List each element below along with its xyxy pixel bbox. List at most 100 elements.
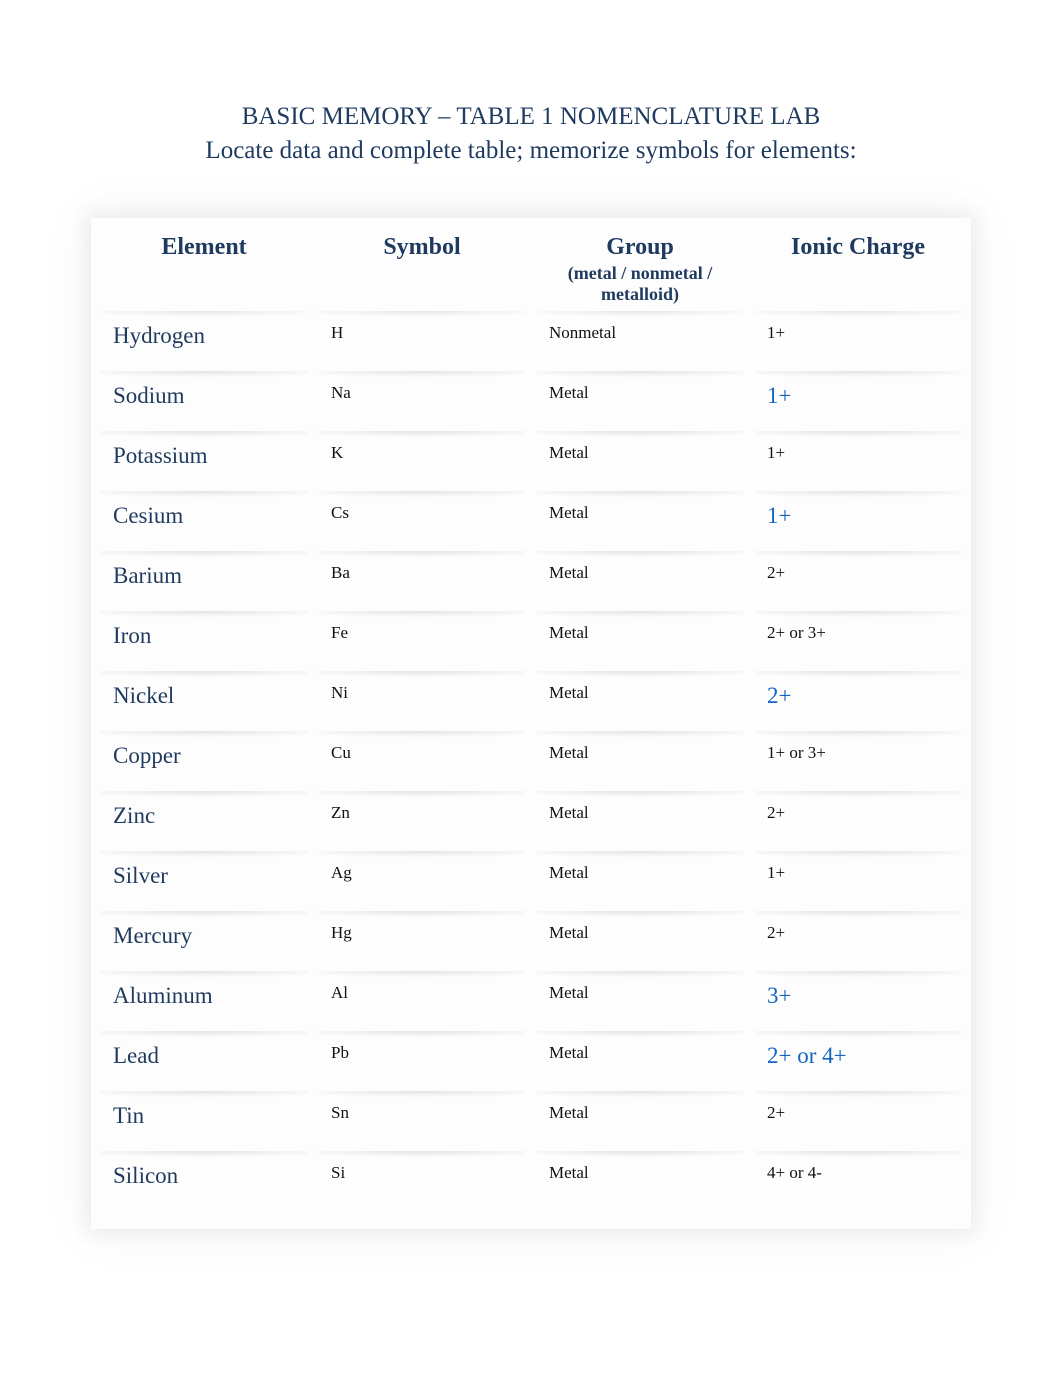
cell-charge: 2+ bbox=[749, 1091, 967, 1147]
element-charge: 4+ or 4- bbox=[767, 1163, 822, 1182]
cell-group: Metal bbox=[531, 851, 749, 907]
cell-charge: 4+ or 4- bbox=[749, 1151, 967, 1207]
cell-charge: 1+ bbox=[749, 371, 967, 431]
element-charge: 2+ or 3+ bbox=[767, 623, 826, 642]
element-symbol: Ba bbox=[331, 563, 350, 582]
element-name: Cesium bbox=[113, 503, 183, 528]
cell-charge: 3+ bbox=[749, 971, 967, 1031]
element-symbol: Ag bbox=[331, 863, 352, 882]
element-charge: 2+ bbox=[767, 803, 785, 822]
table-row: Silver Ag Metal1+ bbox=[95, 851, 967, 911]
cell-element: Aluminum bbox=[95, 971, 313, 1031]
cell-symbol: Ag bbox=[313, 851, 531, 907]
cell-charge: 2+ bbox=[749, 911, 967, 967]
cell-charge: 2+ or 3+ bbox=[749, 611, 967, 667]
table-row: Iron Fe Metal 2+ or 3+ bbox=[95, 611, 967, 671]
cell-charge: 1+ bbox=[749, 311, 967, 367]
cell-element: Silicon bbox=[95, 1151, 313, 1211]
cell-symbol: Pb bbox=[313, 1031, 531, 1087]
element-symbol: Ni bbox=[331, 683, 348, 702]
col-header-label: Element bbox=[161, 234, 246, 260]
element-name: Tin bbox=[113, 1103, 144, 1128]
col-header-group: Group (metal / nonmetal / metalloid) bbox=[531, 226, 749, 311]
element-charge-link[interactable]: 3+ bbox=[767, 983, 791, 1008]
cell-element: Barium bbox=[95, 551, 313, 611]
cell-group: Metal bbox=[531, 791, 749, 847]
table-row: LeadPbMetal2+ or 4+ bbox=[95, 1031, 967, 1091]
col-header-label: Ionic Charge bbox=[791, 234, 925, 260]
element-name: Silver bbox=[113, 863, 168, 888]
table-row: CopperCuMetal1+ or 3+ bbox=[95, 731, 967, 791]
element-group: Metal bbox=[549, 1163, 589, 1182]
table-row: ZincZnMetal2+ bbox=[95, 791, 967, 851]
element-charge-link[interactable]: 1+ bbox=[767, 503, 791, 528]
cell-charge: 2+ bbox=[749, 551, 967, 607]
cell-symbol: Sn bbox=[313, 1091, 531, 1147]
page: BASIC MEMORY – TABLE 1 NOMENCLATURE LAB … bbox=[0, 0, 1062, 1349]
element-charge-link[interactable]: 2+ bbox=[767, 683, 791, 708]
elements-table-container: Element Symbol Group (metal / nonmetal /… bbox=[91, 218, 971, 1229]
element-name: Hydrogen bbox=[113, 323, 205, 348]
cell-symbol: Ni bbox=[313, 671, 531, 727]
cell-element: Mercury bbox=[95, 911, 313, 971]
table-row: Barium Ba Metal 2+ bbox=[95, 551, 967, 611]
col-header-sublabel: (metal / nonmetal / metalloid) bbox=[535, 263, 745, 305]
cell-group: Metal bbox=[531, 431, 749, 487]
cell-symbol: Ba bbox=[313, 551, 531, 607]
page-subtitle: Locate data and complete table; memorize… bbox=[70, 134, 992, 168]
table-header-row: Element Symbol Group (metal / nonmetal /… bbox=[95, 226, 967, 311]
cell-charge: 1+ or 3+ bbox=[749, 731, 967, 787]
cell-symbol: Si bbox=[313, 1151, 531, 1207]
element-symbol: Cs bbox=[331, 503, 349, 522]
cell-symbol: Al bbox=[313, 971, 531, 1027]
element-symbol: Fe bbox=[331, 623, 348, 642]
element-group: Metal bbox=[549, 563, 589, 582]
element-name: Barium bbox=[113, 563, 182, 588]
element-symbol: Pb bbox=[331, 1043, 349, 1062]
cell-element: Zinc bbox=[95, 791, 313, 851]
cell-group: Metal bbox=[531, 491, 749, 547]
element-group: Metal bbox=[549, 1103, 589, 1122]
element-charge: 1+ bbox=[767, 323, 785, 342]
element-group: Metal bbox=[549, 923, 589, 942]
element-group: Metal bbox=[549, 803, 589, 822]
cell-charge: 2+ bbox=[749, 791, 967, 847]
cell-element: Nickel bbox=[95, 671, 313, 731]
col-header-label: Symbol bbox=[383, 234, 460, 260]
element-name: Zinc bbox=[113, 803, 155, 828]
element-group: Metal bbox=[549, 1043, 589, 1062]
element-group: Metal bbox=[549, 623, 589, 642]
table-row: AluminumAl Metal 3+ bbox=[95, 971, 967, 1031]
cell-symbol: Cu bbox=[313, 731, 531, 787]
table-row: PotassiumKMetal1+ bbox=[95, 431, 967, 491]
cell-element: Tin bbox=[95, 1091, 313, 1151]
page-title: BASIC MEMORY – TABLE 1 NOMENCLATURE LAB bbox=[70, 100, 992, 134]
element-group: Metal bbox=[549, 503, 589, 522]
cell-charge: 2+ bbox=[749, 671, 967, 731]
table-row: SodiumNaMetal1+ bbox=[95, 371, 967, 431]
cell-group: Metal bbox=[531, 1031, 749, 1087]
cell-element: Iron bbox=[95, 611, 313, 671]
element-group: Metal bbox=[549, 983, 589, 1002]
cell-element: Cesium bbox=[95, 491, 313, 551]
cell-group: Metal bbox=[531, 1151, 749, 1207]
cell-charge: 1+ bbox=[749, 431, 967, 487]
cell-symbol: Cs bbox=[313, 491, 531, 547]
cell-symbol: Na bbox=[313, 371, 531, 427]
element-charge-link[interactable]: 1+ bbox=[767, 383, 791, 408]
cell-group: Metal bbox=[531, 371, 749, 427]
cell-group: Metal bbox=[531, 971, 749, 1027]
col-header-element: Element bbox=[95, 226, 313, 311]
element-group: Metal bbox=[549, 443, 589, 462]
element-symbol: Na bbox=[331, 383, 351, 402]
table-row: NickelNiMetal2+ bbox=[95, 671, 967, 731]
element-charge-link[interactable]: 2+ or 4+ bbox=[767, 1043, 847, 1068]
element-group: Nonmetal bbox=[549, 323, 616, 342]
element-symbol: Hg bbox=[331, 923, 352, 942]
cell-element: Copper bbox=[95, 731, 313, 791]
cell-charge: 1+ bbox=[749, 851, 967, 907]
cell-charge: 2+ or 4+ bbox=[749, 1031, 967, 1091]
title-block: BASIC MEMORY – TABLE 1 NOMENCLATURE LAB … bbox=[70, 100, 992, 168]
element-charge: 1+ bbox=[767, 443, 785, 462]
table-row: SiliconSi Metal 4+ or 4- bbox=[95, 1151, 967, 1211]
